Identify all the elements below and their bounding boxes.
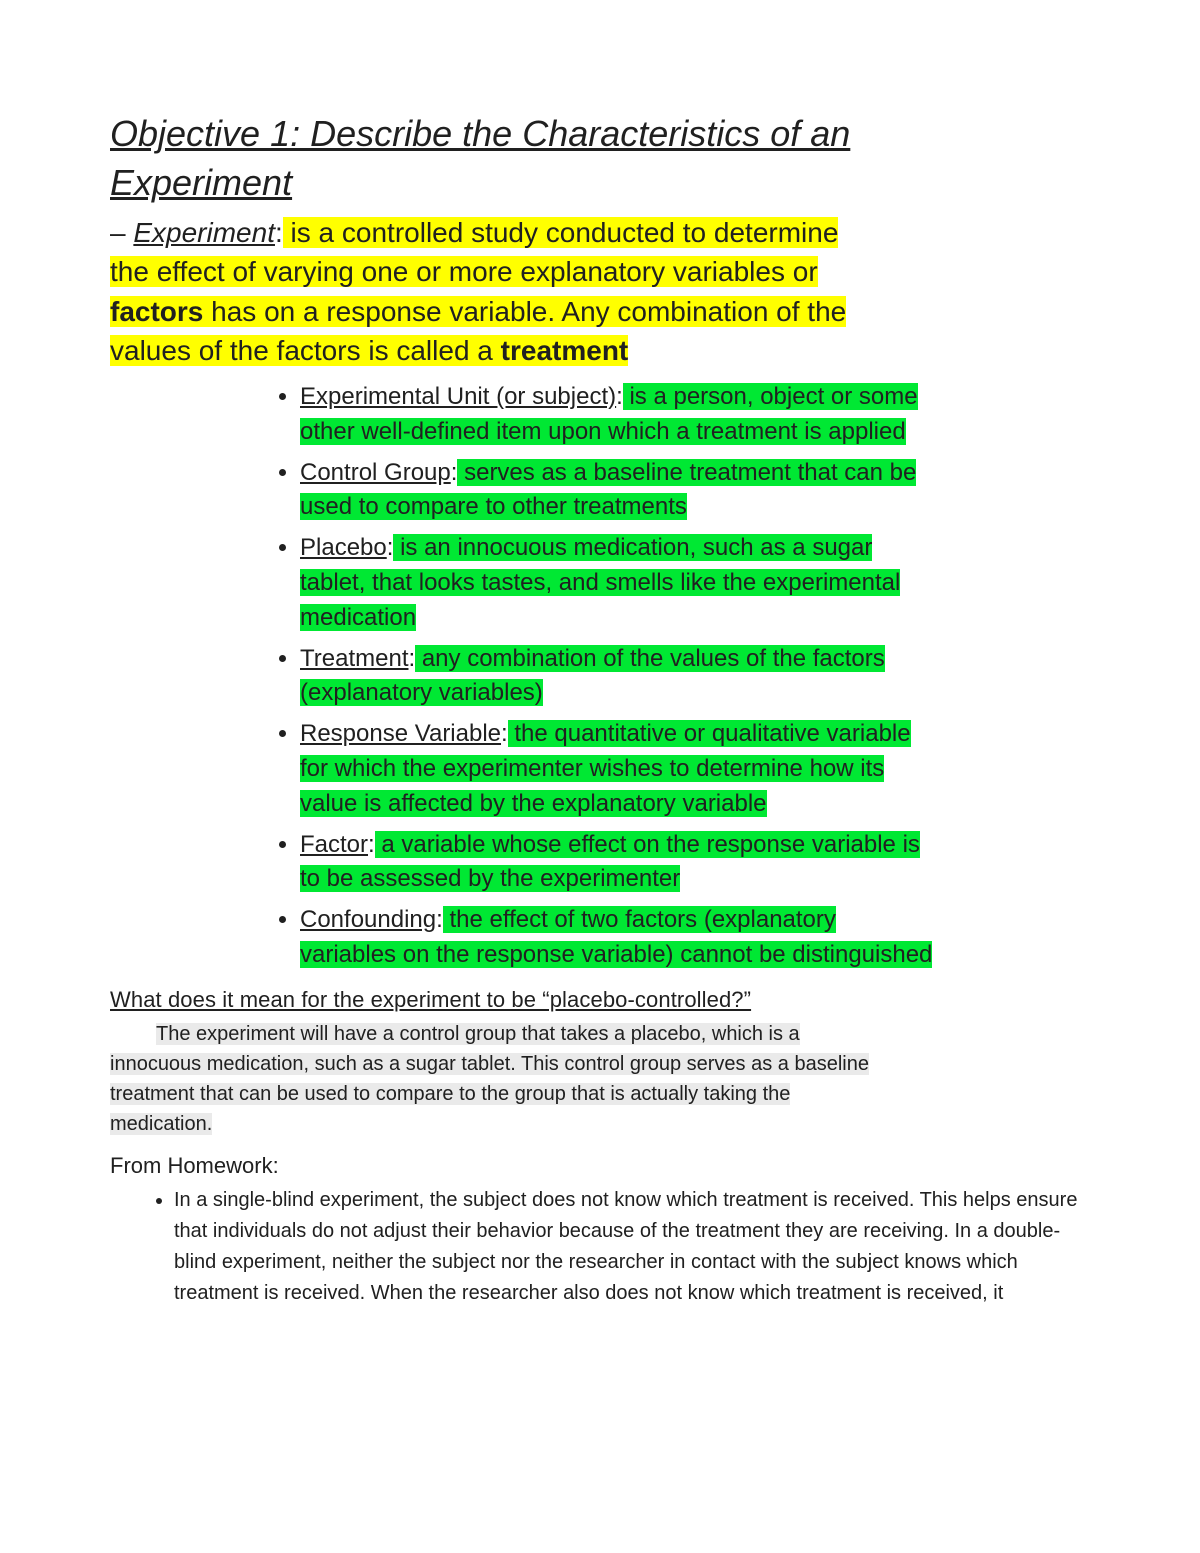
list-item: Confounding: the effect of two factors (… (300, 903, 1090, 973)
def-term: Response Variable (300, 720, 501, 747)
def-term: Treatment (300, 645, 408, 672)
def-hl: medication (300, 604, 416, 631)
def-term: Confounding (300, 906, 436, 933)
factors-bold: factors (110, 296, 203, 327)
sep: : (436, 906, 443, 933)
list-item: Control Group: serves as a baseline trea… (300, 456, 1090, 526)
treatment-bold: treatment (501, 335, 629, 366)
ans-seg: innocuous medication, such as a sugar ta… (110, 1053, 869, 1075)
list-item: In a single-blind experiment, the subjec… (174, 1185, 1090, 1309)
def-hl: a variable whose effect on the response … (375, 831, 920, 858)
title-line-2: Experiment (110, 162, 292, 203)
ans-seg: The experiment will have a control group… (156, 1023, 800, 1045)
def-hl: the quantitative or qualitative variable (508, 720, 911, 747)
def-hl: variables on the response variable) cann… (300, 941, 932, 968)
placebo-question: What does it mean for the experiment to … (110, 987, 1090, 1013)
experiment-definition: – Experiment: is a controlled study cond… (110, 213, 1090, 370)
list-item: Factor: a variable whose effect on the r… (300, 828, 1090, 898)
hl-seg-4: values of the factors is called a (110, 335, 501, 366)
sep: : (275, 217, 283, 248)
title-line-1: Objective 1: Describe the Characteristic… (110, 113, 850, 154)
list-item: Treatment: any combination of the values… (300, 642, 1090, 712)
def-hl: is a person, object or some (623, 383, 918, 410)
sep: : (616, 383, 623, 410)
def-term: Factor (300, 831, 368, 858)
def-hl: to be assessed by the experimenter (300, 865, 680, 892)
experiment-term: Experiment (133, 217, 275, 248)
def-hl: is an innocuous medication, such as a su… (393, 534, 872, 561)
list-item: Experimental Unit (or subject): is a per… (300, 380, 1090, 450)
objective-title: Objective 1: Describe the Characteristic… (110, 110, 1090, 207)
def-hl: for which the experimenter wishes to det… (300, 755, 884, 782)
homework-text: In a single-blind experiment, the subjec… (174, 1189, 1077, 1304)
list-item: Placebo: is an innocuous medication, suc… (300, 531, 1090, 635)
def-hl: any combination of the values of the fac… (415, 645, 885, 672)
def-hl: (explanatory variables) (300, 679, 543, 706)
sep: : (501, 720, 508, 747)
hl-seg-3: has on a response variable. Any combinat… (203, 296, 846, 327)
homework-list: In a single-blind experiment, the subjec… (110, 1185, 1090, 1309)
def-hl: other well-defined item upon which a tre… (300, 418, 906, 445)
def-hl: value is affected by the explanatory var… (300, 790, 767, 817)
ans-seg: medication. (110, 1113, 212, 1135)
def-hl: tablet, that looks tastes, and smells li… (300, 569, 900, 596)
hl-seg-1: is a controlled study conducted to deter… (283, 217, 839, 248)
list-item: Response Variable: the quantitative or q… (300, 717, 1090, 821)
hl-seg-2: the effect of varying one or more explan… (110, 256, 818, 287)
def-hl: serves as a baseline treatment that can … (457, 459, 916, 486)
def-term: Experimental Unit (or subject) (300, 383, 616, 410)
placebo-answer: The experiment will have a control group… (110, 1019, 1090, 1139)
sep: : (368, 831, 375, 858)
ans-seg: treatment that can be used to compare to… (110, 1083, 790, 1105)
def-hl: the effect of two factors (explanatory (443, 906, 836, 933)
def-hl: used to compare to other treatments (300, 493, 687, 520)
def-term: Control Group (300, 459, 451, 486)
dash: – (110, 217, 133, 248)
definitions-list: Experimental Unit (or subject): is a per… (110, 380, 1090, 973)
def-term: Placebo (300, 534, 387, 561)
from-homework-heading: From Homework: (110, 1153, 1090, 1179)
